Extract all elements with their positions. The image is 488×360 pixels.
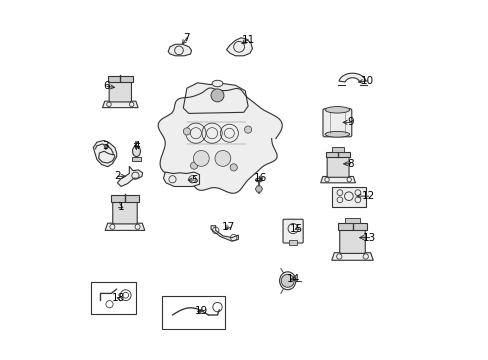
Polygon shape — [93, 140, 117, 167]
Ellipse shape — [325, 107, 349, 113]
Text: 1: 1 — [118, 202, 124, 212]
Bar — [91, 282, 136, 314]
Text: 11: 11 — [241, 35, 254, 45]
Ellipse shape — [212, 80, 223, 87]
FancyBboxPatch shape — [339, 229, 365, 253]
Polygon shape — [331, 253, 372, 260]
Text: 17: 17 — [221, 222, 234, 232]
Bar — [337, 223, 366, 230]
Polygon shape — [211, 226, 238, 241]
Ellipse shape — [325, 131, 349, 137]
Polygon shape — [183, 83, 247, 113]
Text: 10: 10 — [360, 76, 373, 86]
Polygon shape — [163, 172, 199, 186]
Circle shape — [190, 162, 197, 169]
Bar — [325, 152, 349, 157]
Circle shape — [215, 150, 230, 166]
Circle shape — [183, 128, 190, 135]
Text: 14: 14 — [286, 274, 299, 284]
Bar — [331, 147, 344, 152]
Polygon shape — [338, 73, 365, 82]
FancyBboxPatch shape — [283, 219, 303, 243]
Text: 3: 3 — [102, 141, 109, 151]
Polygon shape — [320, 176, 355, 183]
Bar — [162, 296, 224, 329]
Polygon shape — [255, 186, 262, 192]
Text: 13: 13 — [363, 233, 376, 243]
Circle shape — [193, 150, 209, 166]
Ellipse shape — [132, 146, 140, 157]
Circle shape — [211, 89, 224, 102]
Ellipse shape — [255, 178, 262, 182]
Ellipse shape — [279, 272, 295, 290]
Text: 4: 4 — [133, 141, 140, 151]
Text: 15: 15 — [289, 224, 303, 234]
Polygon shape — [102, 101, 138, 108]
FancyBboxPatch shape — [322, 109, 351, 137]
Polygon shape — [158, 88, 282, 193]
Circle shape — [281, 274, 294, 287]
Polygon shape — [117, 166, 142, 186]
Text: 8: 8 — [346, 159, 353, 169]
Polygon shape — [226, 38, 252, 56]
Circle shape — [244, 126, 251, 133]
Bar — [111, 195, 139, 202]
FancyBboxPatch shape — [109, 80, 131, 102]
Text: 18: 18 — [112, 293, 125, 303]
Bar — [344, 217, 359, 223]
Text: 19: 19 — [194, 306, 207, 316]
Text: 2: 2 — [114, 171, 121, 181]
Bar — [331, 187, 365, 207]
Circle shape — [230, 164, 237, 171]
Polygon shape — [105, 223, 144, 230]
Text: 6: 6 — [103, 81, 110, 91]
Bar — [288, 240, 297, 245]
Text: 5: 5 — [190, 175, 197, 185]
Text: 9: 9 — [346, 117, 353, 127]
FancyBboxPatch shape — [113, 200, 137, 224]
Polygon shape — [168, 44, 191, 56]
Text: 16: 16 — [254, 173, 267, 183]
Text: 12: 12 — [361, 191, 375, 201]
Bar — [132, 157, 141, 161]
Text: 7: 7 — [183, 33, 190, 43]
Bar — [108, 76, 132, 82]
FancyBboxPatch shape — [326, 156, 348, 177]
